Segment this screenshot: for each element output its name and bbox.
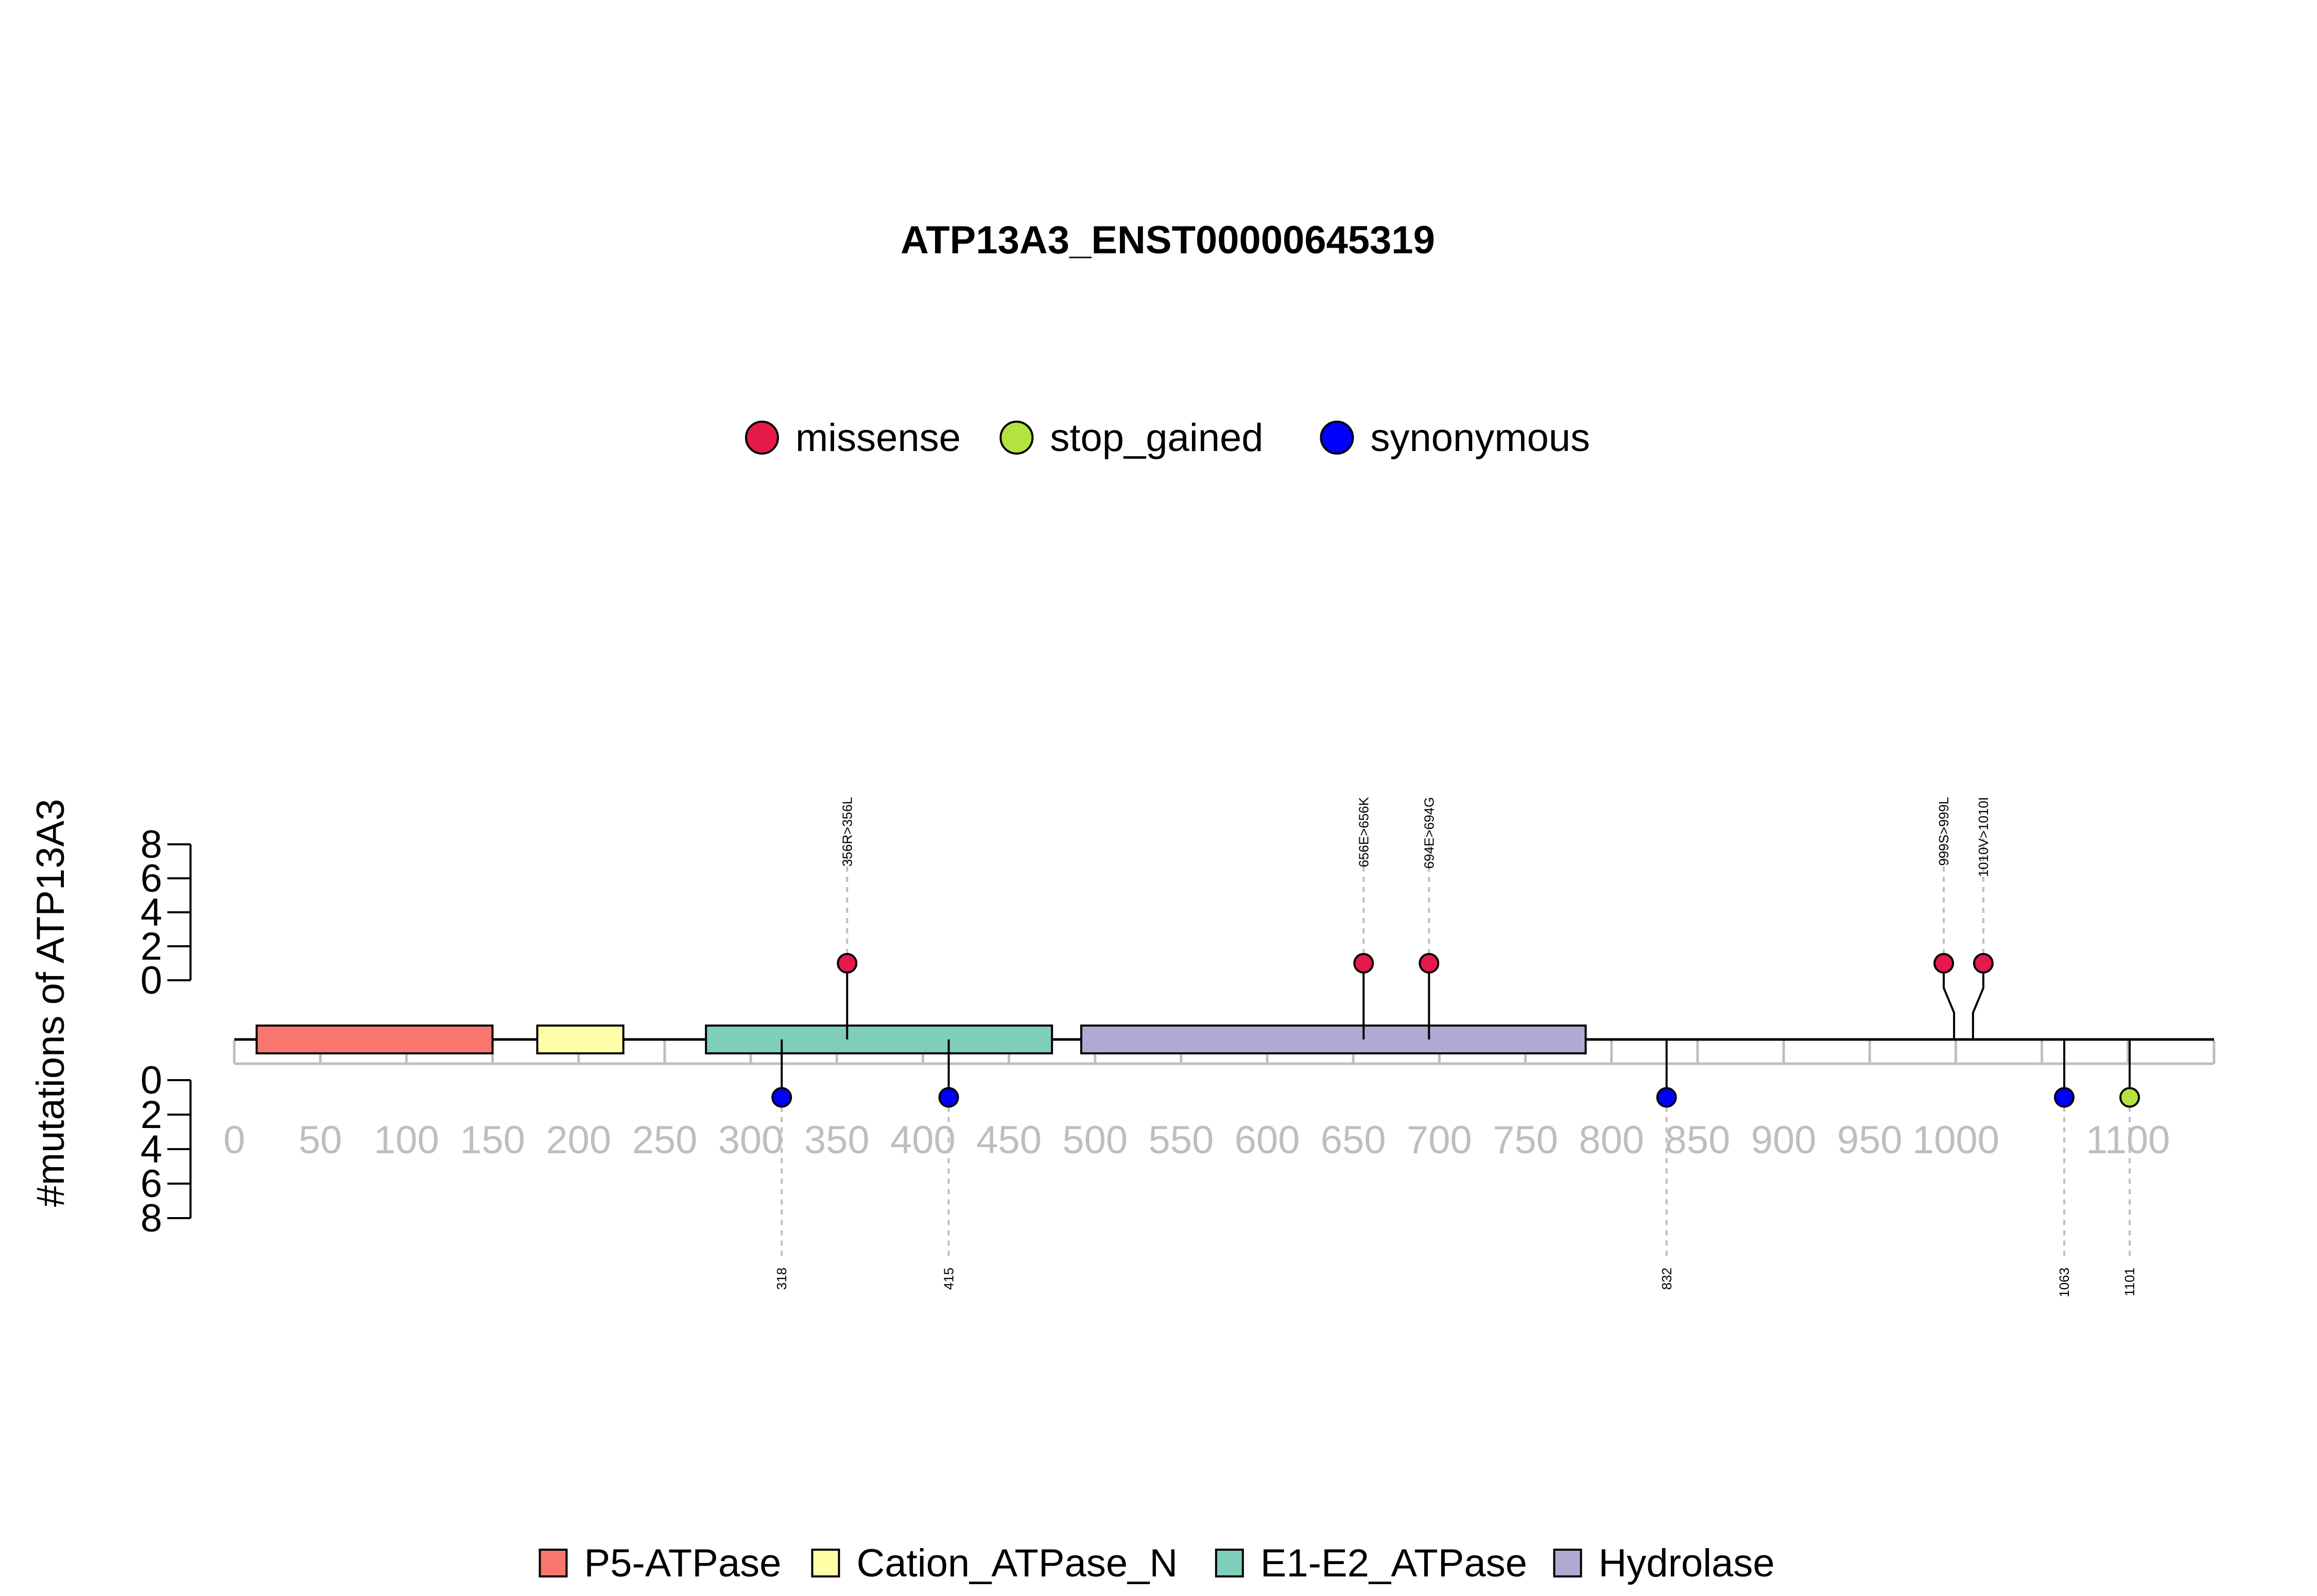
domain-legend-box-Cation_ATPase_N [811,1549,840,1577]
mutation-356R>356L-label: 356R>356L [839,797,855,866]
upper-tick-label-6: 6 [141,857,162,900]
mutation-415-label: 415 [941,1268,957,1290]
lower-tick-label-2: 2 [141,1093,162,1137]
x-tick-label-0: 0 [223,1118,245,1162]
mutation-999S>999L-marker [1933,953,1955,974]
mutation-999S>999L-label: 999S>999L [1936,797,1951,866]
x-tick-label-1100: 1100 [2086,1118,2170,1162]
mutation-1101-label: 1101 [2122,1268,2137,1296]
domain-P5-ATPase [255,1025,494,1054]
x-tick-label-800: 800 [1579,1118,1644,1162]
mutation-318-label: 318 [774,1268,789,1290]
domain-legend-label-Cation_ATPase_N: Cation_ATPase_N [856,1541,1178,1585]
x-tick-label-150: 150 [460,1118,525,1162]
x-tick-label-350: 350 [804,1118,870,1162]
domain-legend-label-P5-ATPase: P5-ATPase [584,1541,781,1585]
x-tick-label-50: 50 [299,1118,342,1162]
lower-tick-label-0: 0 [141,1059,162,1102]
domain-Hydrolase [1080,1025,1587,1054]
x-tick-label-250: 250 [632,1118,697,1162]
x-tick-label-100: 100 [374,1118,439,1162]
mutation-1101-marker [2119,1087,2140,1108]
mutation-1063-marker [2054,1087,2075,1108]
mutation-1010V>1010I-marker [1973,953,1994,974]
mutation-356R>356L-marker [837,953,858,974]
x-tick-label-500: 500 [1062,1118,1128,1162]
mutation-694E>694G-label: 694E>694G [1421,797,1437,869]
x-tick-label-400: 400 [890,1118,956,1162]
lower-tick-label-6: 6 [141,1162,162,1206]
mutation-1010V>1010I-label: 1010V>1010I [1976,797,1991,877]
y-axis-label: #mutations of ATP13A3 [29,799,73,1207]
lower-tick-label-4: 4 [141,1127,162,1171]
lower-tick-label-8: 8 [141,1196,162,1240]
x-tick-label-900: 900 [1751,1118,1817,1162]
x-tick-label-950: 950 [1837,1118,1903,1162]
chart-title: ATP13A3_ENST00000645319 [901,218,1435,262]
x-tick-label-550: 550 [1149,1118,1214,1162]
mutation-832-marker [1656,1087,1677,1108]
domain-legend-label-Hydrolase: Hydrolase [1599,1541,1775,1585]
mutation-832-label: 832 [1659,1268,1674,1290]
mutation-1010V>1010I-stem [1972,963,1984,1039]
x-tick-label-700: 700 [1407,1118,1472,1162]
domain-legend: P5-ATPase Cation_ATPase_N E1-E2_ATPase Hydr… [539,1541,1775,1585]
legend-label-synonymous: synonymous [1371,416,1590,460]
domain-legend-box-E1-E2_ATPase [1215,1549,1244,1577]
domain-Cation_ATPase_N [536,1025,625,1054]
x-tick-label-650: 650 [1321,1118,1386,1162]
domain-legend-box-P5-ATPase [539,1549,568,1577]
mutation-legend: missense stop_gained synonymous [745,416,1590,460]
domain-E1-E2_ATPase [705,1025,1053,1054]
mutation-656E>656K-marker [1353,953,1374,974]
x-tick-label-1000: 1000 [1912,1118,1999,1162]
upper-tick-label-8: 8 [141,823,162,866]
domain-legend-box-Hydrolase [1553,1549,1582,1577]
mutation-318-marker [771,1087,792,1108]
legend-label-missense: missense [796,416,961,460]
mutation-999S>999L-stem [1943,963,1956,1039]
x-tick-label-750: 750 [1493,1118,1558,1162]
mutation-656E>656K-label: 656E>656K [1356,796,1371,867]
mutation-415-marker [938,1087,959,1108]
x-tick-label-450: 450 [976,1118,1042,1162]
x-axis: 0 50 100 150 200 250 300 350 400 450 500 550 600 650 7… [223,1040,2216,1162]
x-tick-label-200: 200 [546,1118,611,1162]
x-tick-label-850: 850 [1665,1118,1731,1162]
upper-tick-label-2: 2 [141,925,162,968]
x-tick-label-300: 300 [718,1118,784,1162]
domain-legend-label-E1-E2_ATPase: E1-E2_ATPase [1260,1541,1527,1585]
mutation-lollipops: 356R>356L 656E>656K 694E>694G 999S>999L 1010… [771,796,2140,1297]
upper-tick-label-0: 0 [141,959,162,1002]
domain-boxes [255,1025,1587,1054]
mutation-1063-label: 1063 [2056,1268,2072,1297]
upper-tick-label-4: 4 [141,891,162,934]
legend-label-stop_gained: stop_gained [1050,416,1263,460]
mutation-694E>694G-marker [1419,953,1440,974]
x-tick-label-600: 600 [1235,1118,1300,1162]
legend-marker-synonymous [1320,421,1354,455]
legend-marker-missense [745,421,779,455]
legend-marker-stop_gained [999,421,1034,455]
